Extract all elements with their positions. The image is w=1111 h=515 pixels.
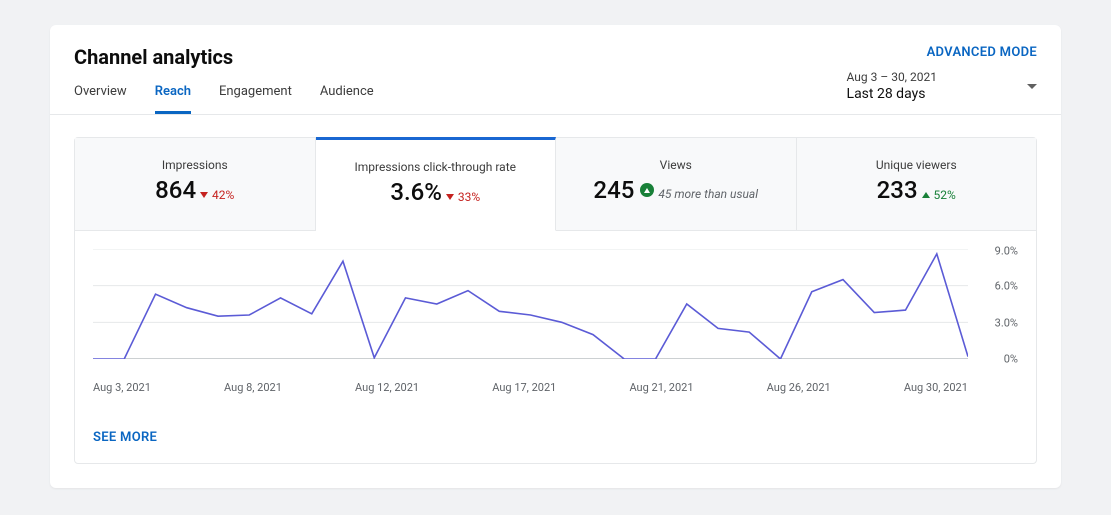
metrics-panel: Impressions 864 42% Impressions click-th… bbox=[74, 137, 1037, 464]
tab-overview[interactable]: Overview bbox=[74, 70, 127, 114]
y-tick: 6.0% bbox=[995, 280, 1018, 293]
analytics-card: Channel analytics ADVANCED MODE Overview… bbox=[50, 25, 1061, 488]
chart-area: 9.0% 6.0% 3.0% 0% bbox=[93, 249, 1018, 379]
chart-wrap: 9.0% 6.0% 3.0% 0% Aug 3, 2021 Aug 8, 202… bbox=[75, 231, 1036, 414]
date-range-picker[interactable]: Aug 3 – 30, 2021 Last 28 days bbox=[847, 69, 1037, 114]
tab-reach[interactable]: Reach bbox=[155, 70, 191, 114]
date-range-value: Aug 3 – 30, 2021 bbox=[847, 69, 937, 85]
x-tick: Aug 30, 2021 bbox=[904, 381, 968, 394]
page-title: Channel analytics bbox=[74, 45, 233, 69]
date-range-label: Last 28 days bbox=[847, 85, 937, 104]
stat-delta: 33% bbox=[446, 190, 480, 204]
x-axis-ticks: Aug 3, 2021 Aug 8, 2021 Aug 12, 2021 Aug… bbox=[93, 379, 1018, 394]
stat-row: Impressions 864 42% Impressions click-th… bbox=[75, 138, 1036, 231]
chevron-down-icon bbox=[1027, 84, 1037, 89]
stat-value: 233 bbox=[877, 176, 918, 204]
arrow-up-badge-icon bbox=[640, 183, 654, 197]
x-tick: Aug 12, 2021 bbox=[355, 381, 419, 394]
stat-ctr[interactable]: Impressions click-through rate 3.6% 33% bbox=[316, 137, 557, 231]
stat-delta-text: 42% bbox=[212, 188, 234, 202]
advanced-mode-link[interactable]: ADVANCED MODE bbox=[927, 45, 1037, 60]
stat-label: Impressions click-through rate bbox=[326, 160, 546, 174]
stat-label: Impressions bbox=[85, 158, 305, 172]
stat-label: Unique viewers bbox=[807, 158, 1027, 172]
stat-value: 3.6% bbox=[390, 178, 442, 206]
y-tick: 3.0% bbox=[995, 316, 1018, 329]
y-tick: 0% bbox=[1004, 353, 1018, 366]
x-tick: Aug 3, 2021 bbox=[93, 381, 151, 394]
stat-views[interactable]: Views 245 45 more than usual bbox=[556, 138, 797, 231]
stat-delta: 52% bbox=[922, 188, 956, 202]
y-axis-ticks: 9.0% 6.0% 3.0% 0% bbox=[974, 249, 1018, 359]
stat-unique-viewers[interactable]: Unique viewers 233 52% bbox=[797, 138, 1037, 231]
stat-value: 245 bbox=[593, 176, 654, 204]
controls-row: Overview Reach Engagement Audience Aug 3… bbox=[50, 69, 1061, 115]
x-tick: Aug 17, 2021 bbox=[492, 381, 556, 394]
content: Impressions 864 42% Impressions click-th… bbox=[50, 115, 1061, 488]
arrow-up-icon bbox=[922, 192, 930, 198]
stat-delta-text: 52% bbox=[934, 188, 956, 202]
stat-label: Views bbox=[566, 158, 786, 172]
date-range-text: Aug 3 – 30, 2021 Last 28 days bbox=[847, 69, 937, 104]
x-tick: Aug 21, 2021 bbox=[629, 381, 693, 394]
arrow-down-icon bbox=[446, 194, 454, 200]
see-more-link[interactable]: SEE MORE bbox=[75, 414, 1036, 463]
tab-engagement[interactable]: Engagement bbox=[219, 70, 292, 114]
tabs: Overview Reach Engagement Audience bbox=[74, 70, 374, 114]
stat-value-text: 245 bbox=[593, 176, 634, 204]
stat-impressions[interactable]: Impressions 864 42% bbox=[75, 138, 316, 231]
x-tick: Aug 26, 2021 bbox=[767, 381, 831, 394]
y-tick: 9.0% bbox=[995, 245, 1018, 258]
stat-delta: 42% bbox=[200, 188, 234, 202]
x-tick: Aug 8, 2021 bbox=[224, 381, 282, 394]
stat-note: 45 more than usual bbox=[658, 187, 758, 201]
stat-delta-text: 33% bbox=[458, 190, 480, 204]
tab-audience[interactable]: Audience bbox=[320, 70, 374, 114]
line-chart bbox=[93, 249, 968, 359]
header: Channel analytics ADVANCED MODE bbox=[50, 25, 1061, 69]
arrow-down-icon bbox=[200, 192, 208, 198]
stat-value: 864 bbox=[155, 176, 196, 204]
